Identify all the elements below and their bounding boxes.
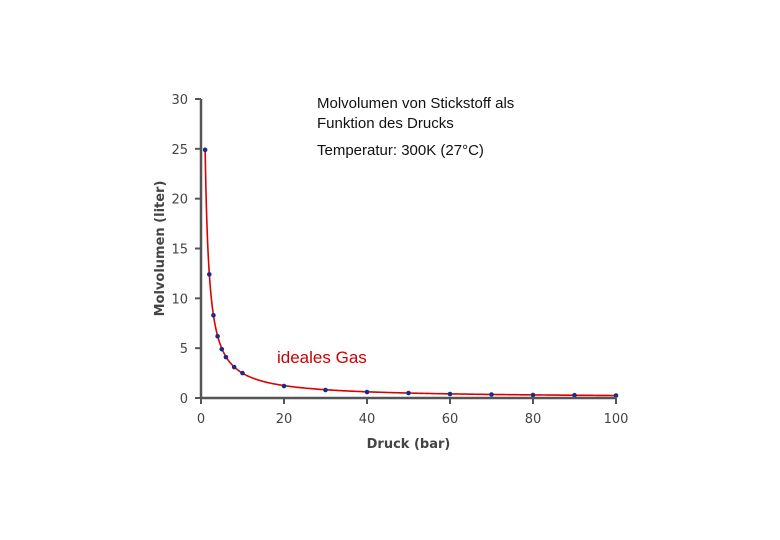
data-point [406,390,411,396]
data-point [240,370,245,376]
data-point [215,333,220,339]
ideal-gas-label: ideales Gas [277,348,367,367]
y-tick-label: 0 [180,392,188,407]
data-point [530,392,536,398]
curve-line [204,149,617,397]
temperature-annotation: Temperatur: 300K (27°C) [317,142,484,159]
x-tick-label: 0 [197,412,205,427]
data-point [219,346,225,352]
y-tick-label: 10 [171,292,188,307]
y-tick-label: 15 [171,243,188,258]
data-point [323,387,328,393]
y-axis-title: Molvolumen (liter) [153,181,168,317]
data-points [202,147,619,398]
data-point [489,392,494,397]
x-tick-label: 20 [276,412,293,427]
axes: 0 5 10 15 20 25 30 0 20 40 60 80 100 [171,93,628,427]
y-tick-label: 25 [171,143,188,158]
data-point [364,389,370,395]
title-line-2: Funktion des Drucks [317,115,454,132]
data-point [613,393,619,398]
y-tick-label: 5 [180,342,188,357]
x-axis-title: Druck (bar) [367,437,451,452]
data-point [231,364,237,370]
data-point [572,392,577,398]
data-point [202,147,208,153]
data-point [223,354,229,360]
x-tick-label: 80 [525,412,542,427]
ideal-gas-curve [204,149,617,397]
x-tick-label: 60 [442,412,459,427]
data-point [211,312,216,318]
x-tick-label: 40 [359,412,376,427]
y-tick-label: 20 [171,193,188,208]
title-line-1: Molvolumen von Stickstoff als [317,95,515,112]
x-tick-label: 100 [604,412,629,427]
data-point [447,391,453,397]
y-tick-label: 30 [171,93,188,108]
chart-annotation-title: Molvolumen von Stickstoff als Funktion d… [317,94,514,134]
data-point [281,383,287,389]
data-point [207,272,212,277]
